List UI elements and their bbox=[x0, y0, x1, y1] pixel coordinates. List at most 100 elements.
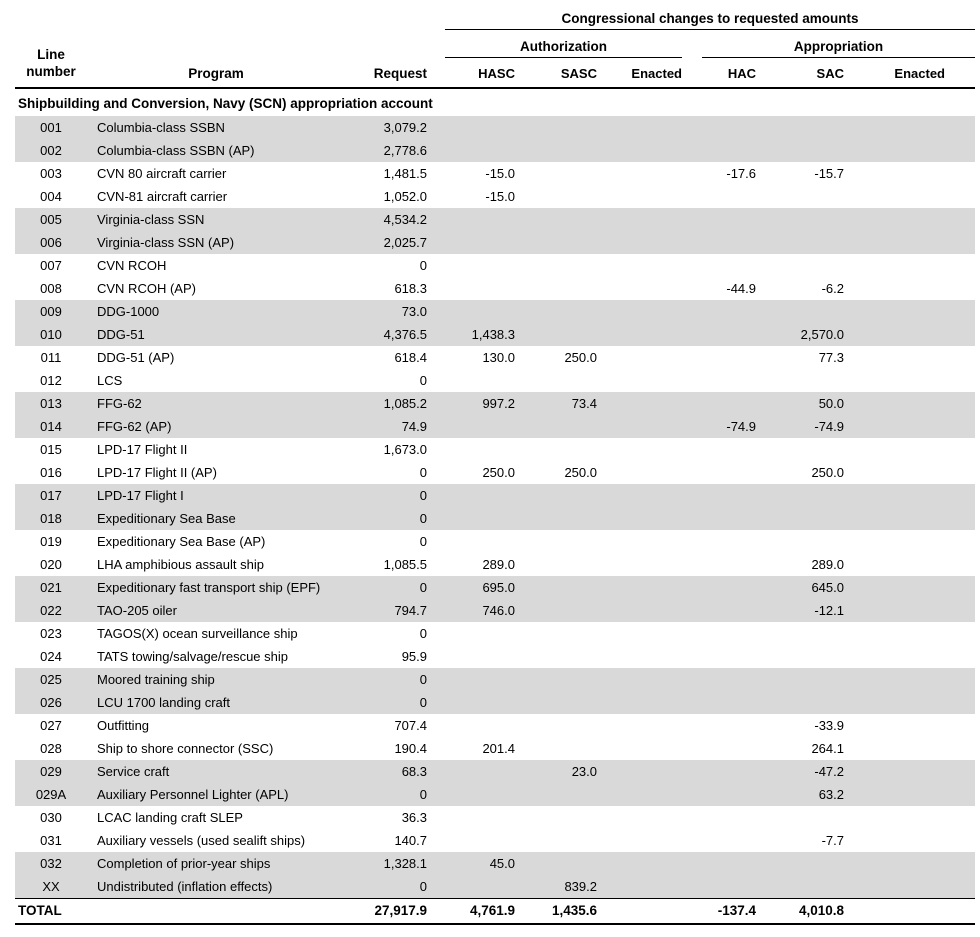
total-sac: 4,010.8 bbox=[770, 897, 858, 925]
cell-enacted-authorization bbox=[609, 829, 694, 852]
table-row: 010 DDG-51 4,376.5 1,438.3 2,570.0 bbox=[15, 323, 975, 346]
cell-sasc bbox=[525, 323, 609, 346]
cell-sac bbox=[770, 852, 858, 875]
cell-line-number: 023 bbox=[40, 626, 62, 641]
cell-sac: 77.3 bbox=[818, 350, 844, 365]
cell-program: Undistributed (inflation effects) bbox=[97, 878, 273, 894]
cell-hasc: -15.0 bbox=[485, 189, 515, 204]
cell-program: TAO-205 oiler bbox=[97, 603, 177, 618]
line-number-header-top: Line bbox=[37, 46, 65, 62]
cell-hasc bbox=[437, 668, 525, 691]
cell-hasc bbox=[437, 139, 525, 162]
cell-request: 2,025.7 bbox=[383, 235, 427, 250]
cell-enacted-authorization bbox=[609, 737, 694, 760]
cell-sasc bbox=[525, 829, 609, 852]
cell-hasc: 746.0 bbox=[482, 603, 515, 618]
cell-enacted-authorization bbox=[609, 208, 694, 231]
cell-line-number: 018 bbox=[40, 511, 62, 526]
spanning-header-title: Congressional changes to requested amoun… bbox=[445, 11, 975, 30]
column-header-enacted-authorization: Enacted bbox=[609, 58, 694, 89]
column-header-enacted-appropriation: Enacted bbox=[858, 58, 975, 89]
cell-sac: 63.2 bbox=[818, 787, 844, 802]
cell-enacted-appropriation bbox=[858, 576, 975, 599]
cell-enacted-authorization bbox=[609, 530, 694, 553]
cell-request: 0 bbox=[419, 511, 427, 526]
cell-hasc bbox=[437, 369, 525, 392]
cell-sasc bbox=[525, 576, 609, 599]
cell-enacted-appropriation bbox=[858, 737, 975, 760]
cell-enacted-authorization bbox=[609, 346, 694, 369]
cell-sac bbox=[770, 668, 858, 691]
table-row: 027 Outfitting 707.4 -33.9 bbox=[15, 714, 975, 737]
cell-enacted-appropriation bbox=[858, 369, 975, 392]
cell-line-number: 020 bbox=[40, 557, 62, 572]
cell-hasc: 45.0 bbox=[489, 856, 515, 871]
cell-program: DDG-51 (AP) bbox=[97, 350, 175, 365]
cell-enacted-authorization bbox=[609, 415, 694, 438]
table-row: 008 CVN RCOH (AP) 618.3 -44.9 -6.2 bbox=[15, 277, 975, 300]
total-row: TOTAL 27,917.9 4,761.9 1,435.6 -137.4 4,… bbox=[15, 897, 975, 925]
cell-enacted-authorization bbox=[609, 369, 694, 392]
cell-program: Columbia-class SSBN (AP) bbox=[97, 143, 255, 158]
cell-hasc bbox=[437, 829, 525, 852]
cell-line-number: 013 bbox=[40, 396, 62, 411]
cell-sasc bbox=[525, 553, 609, 576]
cell-enacted-appropriation bbox=[858, 461, 975, 484]
cell-sac bbox=[770, 806, 858, 829]
table-row: 029 Service craft 68.3 23.0 -47.2 bbox=[15, 760, 975, 783]
cell-request: 36.3 bbox=[401, 810, 427, 825]
table-row: 003 CVN 80 aircraft carrier 1,481.5 -15.0 -1… bbox=[15, 162, 975, 185]
table-row: 031 Auxiliary vessels (used sealift ships… bbox=[15, 829, 975, 852]
cell-enacted-authorization bbox=[609, 392, 694, 415]
cell-enacted-authorization bbox=[609, 691, 694, 714]
cell-line-number: 014 bbox=[40, 419, 62, 434]
cell-enacted-appropriation bbox=[858, 645, 975, 668]
cell-hac bbox=[694, 392, 770, 415]
cell-enacted-authorization bbox=[609, 438, 694, 461]
cell-line-number: 010 bbox=[40, 327, 62, 342]
cell-hac bbox=[694, 714, 770, 737]
cell-hac bbox=[694, 139, 770, 162]
table-row: 017 LPD-17 Flight I 0 bbox=[15, 484, 975, 507]
cell-request: 140.7 bbox=[394, 833, 427, 848]
cell-request: 0 bbox=[419, 488, 427, 503]
cell-enacted-authorization bbox=[609, 668, 694, 691]
cell-hac bbox=[694, 576, 770, 599]
cell-line-number: 026 bbox=[40, 695, 62, 710]
cell-program: FFG-62 (AP) bbox=[97, 419, 172, 434]
cell-hac: -44.9 bbox=[726, 281, 756, 296]
total-hac: -137.4 bbox=[694, 897, 770, 925]
cell-request: 0 bbox=[419, 626, 427, 641]
cell-sac: -47.2 bbox=[814, 764, 844, 779]
cell-enacted-appropriation bbox=[858, 208, 975, 231]
cell-enacted-authorization bbox=[609, 645, 694, 668]
group-header-appropriation: Appropriation bbox=[694, 30, 975, 58]
cell-sac: 250.0 bbox=[811, 465, 844, 480]
cell-program: Service craft bbox=[97, 764, 170, 779]
cell-request: 73.0 bbox=[401, 304, 427, 319]
cell-line-number: 002 bbox=[40, 143, 62, 158]
cell-hasc bbox=[437, 116, 525, 139]
cell-line-number: 024 bbox=[40, 649, 62, 664]
cell-sasc bbox=[525, 783, 609, 806]
cell-request: 1,085.5 bbox=[383, 557, 427, 572]
cell-hac bbox=[694, 760, 770, 783]
cell-request: 74.9 bbox=[401, 419, 427, 434]
cell-sasc: 73.4 bbox=[571, 396, 597, 411]
cell-hasc bbox=[437, 714, 525, 737]
cell-request: 0 bbox=[419, 695, 427, 710]
cell-program: DDG-1000 bbox=[97, 304, 160, 319]
cell-hac bbox=[694, 346, 770, 369]
table-row: 025 Moored training ship 0 bbox=[15, 668, 975, 691]
cell-hasc bbox=[437, 254, 525, 277]
cell-enacted-authorization bbox=[609, 231, 694, 254]
cell-sac bbox=[770, 185, 858, 208]
cell-hasc bbox=[437, 484, 525, 507]
cell-line-number: 017 bbox=[40, 488, 62, 503]
table-row: 018 Expeditionary Sea Base 0 bbox=[15, 507, 975, 530]
cell-sasc bbox=[525, 737, 609, 760]
cell-enacted-authorization bbox=[609, 254, 694, 277]
cell-sasc bbox=[525, 277, 609, 300]
cell-sasc bbox=[525, 668, 609, 691]
cell-request: 68.3 bbox=[401, 764, 427, 779]
